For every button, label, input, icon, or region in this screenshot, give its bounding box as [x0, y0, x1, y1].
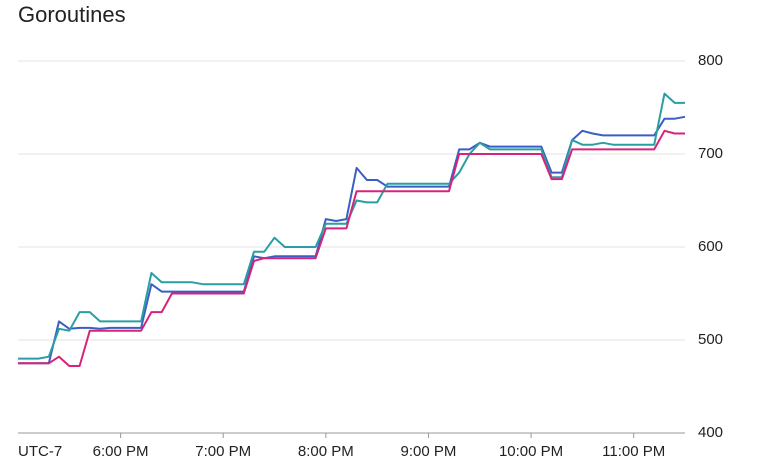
x-tick-label: 7:00 PM	[195, 443, 251, 460]
y-tick-label: 600	[698, 238, 723, 255]
x-tick-label: 6:00 PM	[93, 443, 149, 460]
timezone-label: UTC-7	[18, 443, 62, 460]
y-tick-label: 700	[698, 145, 723, 162]
series-line	[18, 129, 685, 367]
x-tick-label: 8:00 PM	[298, 443, 354, 460]
y-tick-label: 400	[698, 424, 723, 441]
x-tick-label: 11:00 PM	[602, 443, 665, 460]
x-tick-label: 9:00 PM	[401, 443, 457, 460]
series-line	[18, 115, 686, 365]
series-line	[18, 92, 685, 360]
x-tick-label: 10:00 PM	[499, 443, 563, 460]
chart-title: Goroutines	[18, 2, 126, 27]
y-tick-label: 800	[698, 52, 723, 69]
y-tick-label: 500	[698, 331, 723, 348]
